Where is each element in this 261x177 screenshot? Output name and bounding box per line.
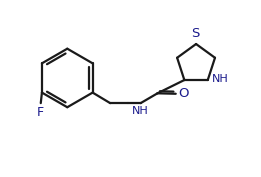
Text: NH: NH xyxy=(132,106,149,116)
Text: NH: NH xyxy=(212,74,229,84)
Text: F: F xyxy=(37,106,44,119)
Text: S: S xyxy=(191,27,199,41)
Text: O: O xyxy=(178,87,189,100)
